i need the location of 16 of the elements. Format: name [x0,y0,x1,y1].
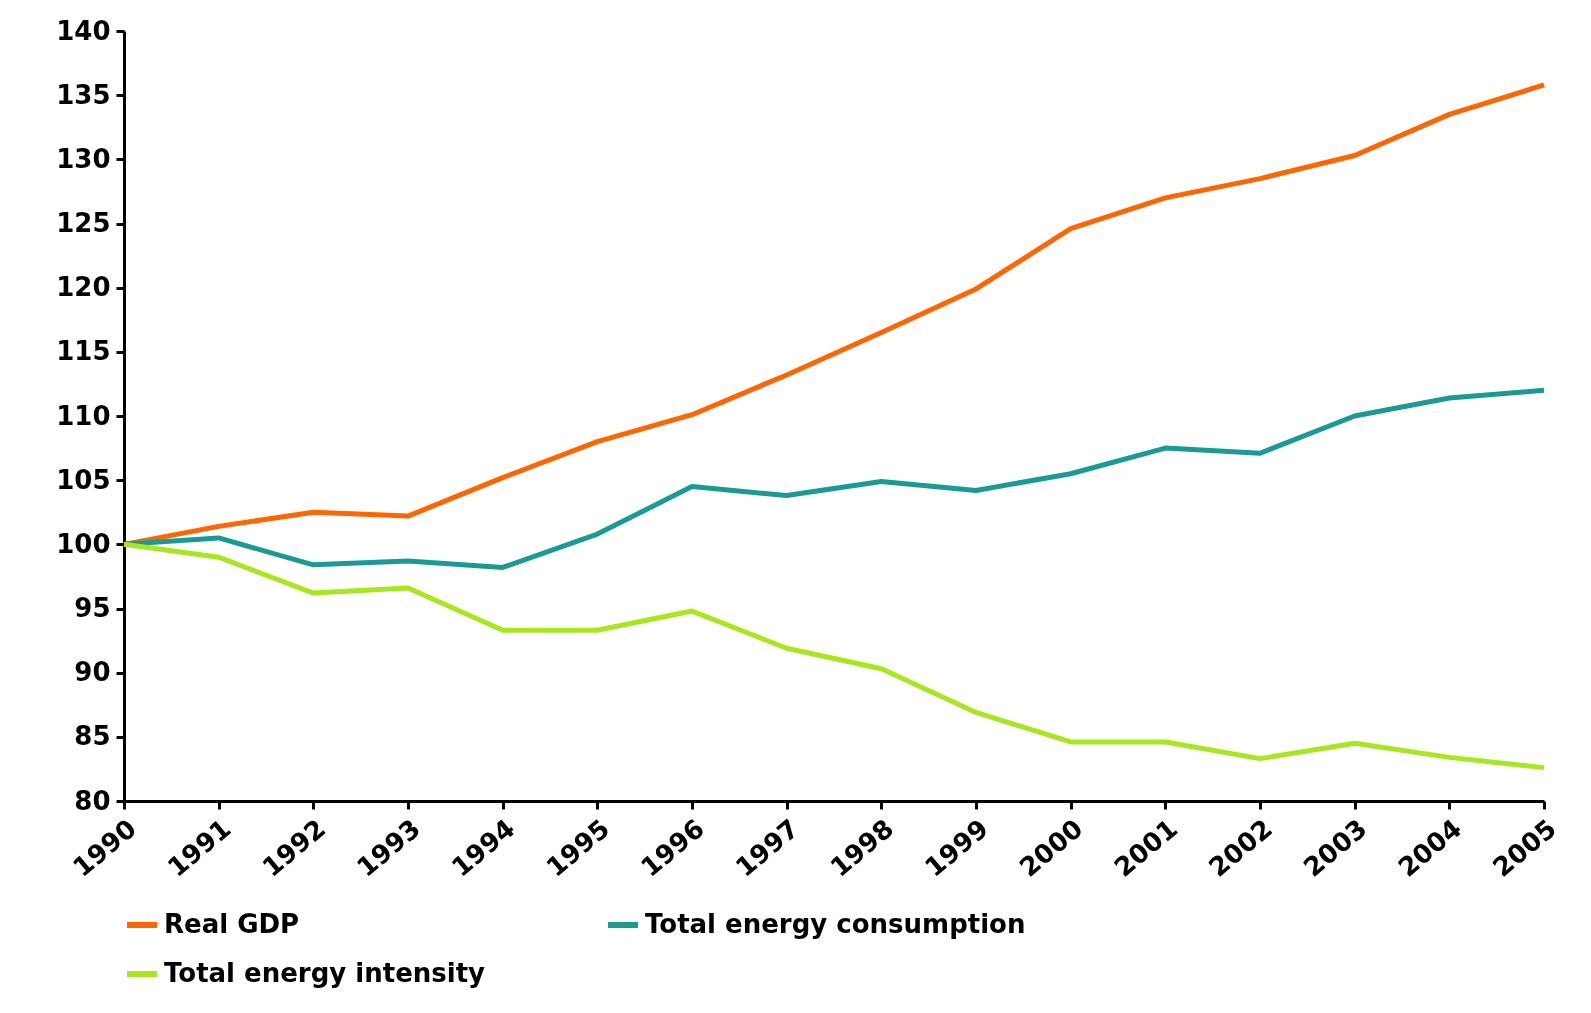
y-tick-label: 130 [56,143,111,174]
y-tick-label: 135 [56,79,111,110]
y-tick-label: 90 [74,657,111,688]
legend-label: Total energy consumption [645,909,1026,939]
y-tick-label: 110 [56,400,111,431]
y-tick-label: 95 [74,593,111,623]
y-tick-label: 105 [56,464,111,495]
y-tick-label: 125 [56,208,111,238]
y-tick-label: 100 [56,528,111,559]
y-tick-label: 115 [56,336,111,367]
y-tick-label: 85 [74,721,111,752]
y-tick-label: 140 [56,15,111,46]
legend-label: Real GDP [164,909,300,939]
y-tick-label: 120 [56,272,111,303]
legend-label: Total energy intensity [164,958,486,988]
y-tick-label: 80 [74,785,111,816]
